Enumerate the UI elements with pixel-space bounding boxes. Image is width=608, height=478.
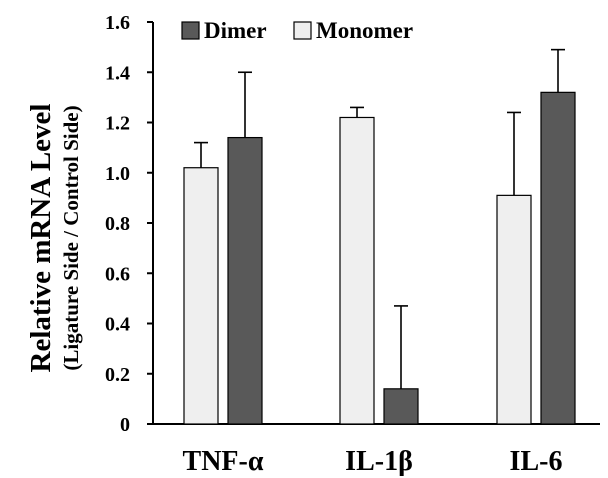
y-tick-label: 1.6: [105, 12, 130, 34]
error-bars: [194, 48, 565, 389]
bars: [183, 91, 576, 425]
y-tick-label: 0: [120, 414, 130, 436]
bar-monomer-2: [496, 194, 532, 425]
y-tick-labels: 0 0.2 0.4 0.6 0.8 1.0 1.2 1.4 1.6: [105, 12, 130, 436]
y-tick-label: 1.2: [105, 113, 130, 135]
legend: Dimer Monomer: [181, 18, 413, 43]
legend-swatch-monomer: [293, 21, 312, 40]
legend-label-monomer: Monomer: [316, 18, 413, 43]
y-tick-label: 0.4: [105, 314, 130, 336]
legend-swatch-dimer: [181, 21, 200, 40]
bar-monomer-0: [183, 167, 219, 425]
y-axis-label: Relative mRNA Level: [25, 104, 57, 373]
bar-dimer-2: [540, 91, 576, 425]
legend-label-dimer: Dimer: [204, 18, 267, 43]
y-tick-label: 0.2: [105, 364, 130, 386]
x-category-labels: TNF-α IL-1β IL-6: [183, 446, 563, 477]
bar-monomer-1: [339, 116, 375, 425]
y-tick-label: 1.4: [105, 62, 130, 84]
x-category-label: IL-1β: [345, 446, 413, 477]
y-axis-sublabel: (Ligature Side / Control Side): [59, 105, 83, 370]
y-axis-title: Relative mRNA Level (Ligature Side / Con…: [25, 104, 83, 373]
bar-dimer-0: [227, 136, 263, 425]
bar-dimer-1: [383, 388, 419, 425]
y-tick-label: 0.8: [105, 213, 130, 235]
x-category-label: IL-6: [510, 446, 563, 477]
y-tick-label: 0.6: [105, 263, 130, 285]
y-tick-label: 1.0: [105, 163, 130, 185]
x-category-label: TNF-α: [183, 446, 264, 477]
